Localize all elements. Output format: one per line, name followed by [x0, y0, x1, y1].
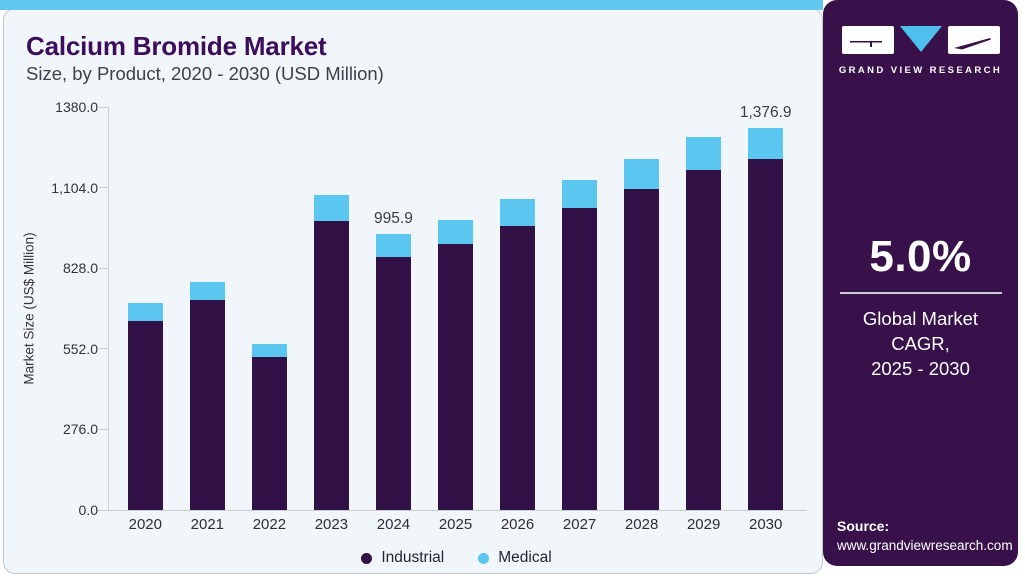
bar-medical-2026 [500, 199, 536, 226]
brand-sidebar: GRAND VIEW RESEARCH 5.0% Global Market C… [823, 0, 1018, 566]
legend-dot-medical [478, 552, 490, 564]
bar-industrial-2030 [748, 159, 784, 510]
y-tick-label: 276.0 [62, 421, 98, 438]
bar-industrial-2029 [686, 170, 722, 510]
bar-industrial-2020 [127, 320, 163, 510]
x-tick-label-2026: 2026 [500, 516, 535, 533]
logo-v-glyph [899, 26, 942, 52]
grand-view-research-logo: GRAND VIEW RESEARCH [823, 26, 1018, 76]
x-tick-label-2021: 2021 [190, 516, 225, 533]
gvr-logo-icon [841, 26, 1000, 54]
logo-wordmark: GRAND VIEW RESEARCH [838, 65, 1003, 76]
bar-medical-2022 [251, 344, 287, 358]
y-tick-label: 1,104.0 [51, 179, 98, 196]
plot-area: 0.0 276.0 552.0 828.0 1,104.0 1380.0 2020 2021 2… [51, 99, 807, 533]
cagr-divider [839, 292, 1002, 294]
x-tick-label-2020: 2020 [128, 516, 162, 533]
y-tick-label: 1380.0 [55, 99, 98, 115]
bar-industrial-2024 [375, 256, 411, 510]
legend-dot-industrial [361, 552, 373, 564]
bar-industrial-2026 [500, 225, 536, 510]
y-axis-title: Market Size (US$ Million) [21, 232, 37, 385]
bar-industrial-2021 [189, 300, 225, 510]
chart-subtitle: Size, by Product, 2020 - 2030 (USD Milli… [26, 63, 384, 84]
bar-industrial-2025 [438, 244, 473, 510]
y-axis-line [108, 107, 109, 510]
x-tick-label-2028: 2028 [624, 516, 659, 533]
source-label: Source: [837, 518, 890, 534]
legend-label: Industrial [381, 549, 445, 566]
x-tick-label-2023: 2023 [314, 516, 349, 533]
y-tick-label: 552.0 [62, 340, 98, 357]
x-tick-label-2025: 2025 [438, 516, 473, 533]
y-tick-mark [99, 187, 108, 189]
bar-medical-2023 [313, 195, 349, 222]
source-block: Source: www.grandviewresearch.com [837, 518, 1015, 553]
bar-medical-2021 [189, 282, 225, 301]
bar-industrial-2023 [313, 221, 349, 510]
chart-legend: Industrial Medical [109, 547, 804, 569]
bar-industrial-2022 [251, 357, 287, 510]
legend-label: Medical [498, 549, 552, 566]
bar-industrial-2027 [562, 207, 598, 510]
bar-medical-2020 [127, 302, 163, 321]
legend-item-medical: Medical [478, 549, 552, 567]
bar-medical-2024 [375, 233, 411, 257]
y-tick-mark [99, 348, 108, 350]
y-tick-label: 828.0 [62, 260, 98, 277]
top-accent-strip [0, 0, 823, 10]
y-tick-mark [99, 267, 108, 269]
x-tick-label-2027: 2027 [562, 516, 597, 533]
cagr-label: Global Market CAGR, 2025 - 2030 [833, 306, 1008, 381]
x-tick-label-2029: 2029 [686, 516, 721, 533]
y-tick-mark [99, 428, 108, 430]
logo-r-glyph [953, 38, 991, 50]
bar-medical-2029 [686, 137, 722, 170]
x-axis-line [97, 510, 807, 511]
cagr-label-line1: Global Market CAGR, [862, 308, 979, 354]
bar-medical-2030 [748, 128, 784, 160]
chart-title: Calcium Bromide Market [26, 31, 327, 61]
y-tick-label: 0.0 [78, 502, 98, 518]
logo-g-glyph [849, 41, 882, 47]
bar-medical-2027 [562, 180, 598, 208]
y-tick-mark [99, 509, 108, 511]
cagr-value: 5.0% [869, 232, 972, 281]
value-label-2030: 1,376.9 [739, 104, 792, 122]
legend-item-industrial: Industrial [361, 549, 444, 567]
bar-industrial-2028 [624, 188, 660, 510]
bar-medical-2025 [438, 220, 473, 245]
x-tick-label-2030: 2030 [749, 516, 783, 533]
y-tick-mark [99, 106, 108, 108]
value-label-2024: 995.9 [374, 209, 413, 227]
x-tick-label-2022: 2022 [252, 516, 287, 533]
x-tick-label-2024: 2024 [376, 516, 411, 533]
chart-card: Calcium Bromide Market Size, by Product,… [3, 8, 823, 574]
source-url: www.grandviewresearch.com [837, 538, 1013, 553]
cagr-block: 5.0% Global Market CAGR, 2025 - 2030 [833, 232, 1008, 381]
cagr-label-line2: 2025 - 2030 [871, 358, 970, 379]
bar-medical-2028 [624, 158, 660, 189]
